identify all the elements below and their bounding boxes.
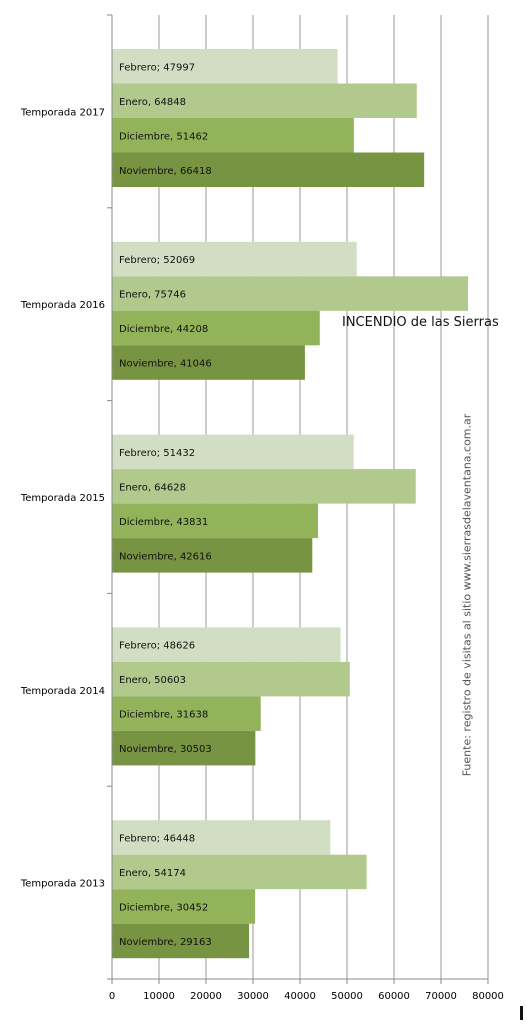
fire-annotation: INCENDIO de las Sierras bbox=[342, 315, 499, 330]
corner-mark bbox=[520, 1006, 523, 1020]
bar bbox=[112, 503, 319, 539]
bar bbox=[112, 83, 417, 118]
bar-data-label: Diciembre, 43831 bbox=[119, 517, 208, 528]
bar-data-label: Febrero; 48626 bbox=[119, 641, 195, 652]
bar-data-label: Noviembre, 30503 bbox=[119, 744, 212, 755]
bar bbox=[112, 730, 256, 766]
bar bbox=[112, 310, 320, 346]
bar-data-label: Noviembre, 66418 bbox=[119, 166, 212, 177]
category-label: Temporada 2017 bbox=[20, 107, 105, 118]
bar bbox=[112, 276, 469, 311]
bar bbox=[112, 345, 305, 380]
x-tick-label: 0 bbox=[109, 991, 115, 1002]
bar bbox=[112, 49, 338, 84]
bar bbox=[112, 627, 341, 662]
bar-data-label: Diciembre, 31638 bbox=[119, 710, 208, 721]
bar bbox=[112, 118, 354, 153]
category-label: Temporada 2013 bbox=[20, 879, 105, 890]
category-label: Temporada 2014 bbox=[20, 686, 105, 697]
bar bbox=[112, 538, 313, 573]
category-label: Temporada 2015 bbox=[20, 493, 105, 504]
bar bbox=[112, 889, 256, 924]
bar bbox=[112, 152, 425, 187]
x-tick-label: 70000 bbox=[425, 991, 457, 1002]
bar-data-label: Enero, 64628 bbox=[119, 482, 186, 493]
bar-data-label: Enero, 75746 bbox=[119, 290, 186, 301]
bar-data-label: Noviembre, 41046 bbox=[119, 359, 212, 370]
bar-data-label: Enero, 54174 bbox=[119, 868, 186, 879]
x-tick-label: 10000 bbox=[143, 991, 175, 1002]
bar bbox=[112, 820, 331, 855]
x-tick-label: 50000 bbox=[331, 991, 363, 1002]
source-note: Fuente: registro de visitas al sitio www… bbox=[460, 413, 474, 777]
bar-data-label: Febrero; 47997 bbox=[119, 62, 195, 73]
axes: 0 10000 20000 30000 40000 50000 60000 70000 8000… bbox=[20, 14, 504, 1002]
bar-data-label: Febrero; 52069 bbox=[119, 255, 195, 266]
bar-data-label: Enero, 64848 bbox=[119, 97, 186, 108]
bar-data-label: Febrero; 51432 bbox=[119, 448, 195, 459]
category-label: Temporada 2016 bbox=[20, 300, 105, 311]
bar-data-label: Enero, 50603 bbox=[119, 675, 186, 686]
x-tick-label: 40000 bbox=[284, 991, 316, 1002]
bar-data-label: Noviembre, 42616 bbox=[119, 551, 212, 562]
bar-data-label: Diciembre, 30452 bbox=[119, 902, 208, 913]
bar bbox=[112, 241, 357, 277]
bar bbox=[112, 854, 367, 890]
bar bbox=[112, 434, 354, 470]
x-tick-label: 20000 bbox=[190, 991, 222, 1002]
x-tick-label: 30000 bbox=[237, 991, 269, 1002]
bar bbox=[112, 661, 350, 697]
bar bbox=[112, 923, 250, 959]
x-tick-label: 80000 bbox=[472, 991, 504, 1002]
bar bbox=[112, 469, 416, 504]
bar-data-label: Diciembre, 44208 bbox=[119, 324, 208, 335]
x-tick-label: 60000 bbox=[378, 991, 410, 1002]
bar-data-label: Noviembre, 29163 bbox=[119, 937, 212, 948]
bars: Febrero; 47997 Enero, 64848 Diciembre, 514… bbox=[112, 49, 469, 959]
bar-data-label: Febrero; 46448 bbox=[119, 833, 195, 844]
bar bbox=[112, 696, 261, 731]
bar-data-label: Diciembre, 51462 bbox=[119, 131, 208, 142]
